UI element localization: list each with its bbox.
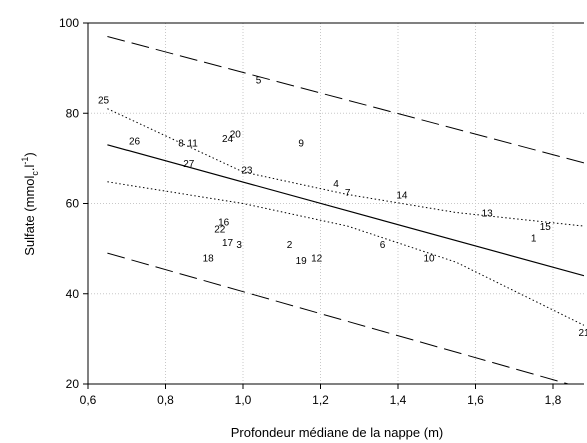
x-tick-label-3: 1,2 — [312, 393, 329, 407]
y-tick-label-0: 20 — [66, 377, 80, 391]
point-19: 19 — [296, 256, 308, 267]
point-1: 1 — [531, 233, 537, 244]
point-5: 5 — [256, 75, 262, 86]
point-25: 25 — [98, 96, 110, 107]
point-2: 2 — [287, 240, 293, 251]
x-tick-label-1: 0,8 — [157, 393, 174, 407]
point-10: 10 — [423, 254, 435, 265]
ticks: 0,6 0,8 1,0 1,2 1,4 1,6 1,8 20 40 60 80 100 — [59, 16, 562, 407]
prediction-upper-line — [107, 36, 584, 164]
point-9: 9 — [298, 139, 304, 150]
point-20: 20 — [230, 130, 242, 141]
y-axis-title-sup: -1 — [20, 157, 30, 165]
point-3: 3 — [236, 240, 242, 251]
y-axis-title: Sulfate (mmolc.l-1) — [20, 152, 40, 256]
point-26: 26 — [129, 136, 141, 147]
point-6: 6 — [380, 240, 386, 251]
point-23: 23 — [241, 166, 253, 177]
point-11: 11 — [187, 139, 198, 150]
point-24: 24 — [222, 134, 234, 145]
x-tick-label-6: 1,8 — [545, 393, 562, 407]
point-12: 12 — [311, 254, 323, 265]
fit-lines — [107, 36, 584, 384]
y-axis-title-mid: .l — [22, 164, 37, 171]
confidence-upper-line — [107, 108, 584, 227]
x-tick-label-2: 1,0 — [235, 393, 252, 407]
y-axis-title-close: ) — [22, 152, 37, 156]
point-18: 18 — [203, 254, 215, 265]
point-16: 16 — [218, 218, 230, 229]
y-axis-title-main: Sulfate (mmol — [22, 175, 37, 255]
x-axis-title: Profondeur médiane de la nappe (m) — [231, 425, 443, 440]
point-7: 7 — [345, 188, 351, 199]
point-27: 27 — [183, 159, 195, 170]
axes — [87, 22, 584, 385]
point-14: 14 — [396, 190, 408, 201]
y-axis-title-sub: c — [30, 171, 40, 176]
point-4: 4 — [333, 179, 339, 190]
prediction-lower-line — [107, 252, 570, 384]
point-21: 21 — [578, 328, 587, 339]
y-tick-label-3: 80 — [66, 106, 80, 120]
point-8: 8 — [178, 139, 184, 150]
point-13: 13 — [482, 209, 494, 220]
y-tick-label-2: 60 — [66, 197, 80, 211]
y-tick-label-4: 100 — [59, 16, 79, 30]
x-tick-label-4: 1,4 — [390, 393, 407, 407]
confidence-lower-line — [107, 181, 584, 326]
gridlines — [88, 23, 584, 384]
x-tick-label-5: 1,6 — [467, 393, 484, 407]
point-15: 15 — [540, 222, 552, 233]
point-17: 17 — [222, 238, 234, 249]
point-22: 22 — [214, 224, 226, 235]
regression-line — [107, 144, 584, 277]
x-tick-label-0: 0,6 — [80, 393, 97, 407]
y-tick-label-1: 40 — [66, 287, 80, 301]
